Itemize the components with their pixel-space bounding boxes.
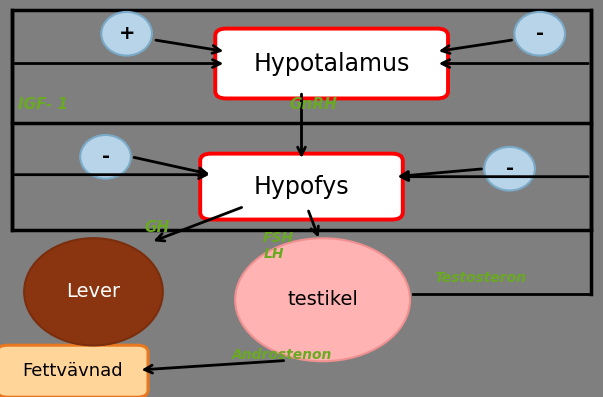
Text: -: - bbox=[535, 24, 544, 43]
Text: testikel: testikel bbox=[287, 290, 358, 309]
Text: Hypofys: Hypofys bbox=[254, 175, 349, 198]
Ellipse shape bbox=[24, 238, 163, 345]
Text: Lever: Lever bbox=[66, 282, 121, 301]
Text: IGF- 1: IGF- 1 bbox=[18, 97, 68, 112]
Ellipse shape bbox=[80, 135, 131, 179]
Text: GH: GH bbox=[145, 220, 170, 235]
Text: Fettvävnad: Fettvävnad bbox=[22, 362, 122, 380]
Text: GnRH: GnRH bbox=[289, 97, 337, 112]
Text: +: + bbox=[118, 24, 135, 43]
Text: -: - bbox=[505, 159, 514, 178]
Ellipse shape bbox=[235, 238, 410, 361]
Text: FSH: FSH bbox=[262, 231, 294, 245]
Text: -: - bbox=[101, 147, 110, 166]
Bar bbox=[12, 10, 591, 230]
Text: Hypotalamus: Hypotalamus bbox=[253, 52, 410, 75]
FancyBboxPatch shape bbox=[0, 345, 148, 397]
Text: LH: LH bbox=[264, 247, 285, 261]
Text: Androstenon: Androstenon bbox=[232, 348, 332, 362]
FancyBboxPatch shape bbox=[215, 29, 448, 98]
Ellipse shape bbox=[514, 12, 565, 56]
Ellipse shape bbox=[484, 147, 535, 191]
Ellipse shape bbox=[101, 12, 152, 56]
FancyBboxPatch shape bbox=[200, 154, 403, 220]
Text: Testosteron: Testosteron bbox=[434, 271, 526, 285]
